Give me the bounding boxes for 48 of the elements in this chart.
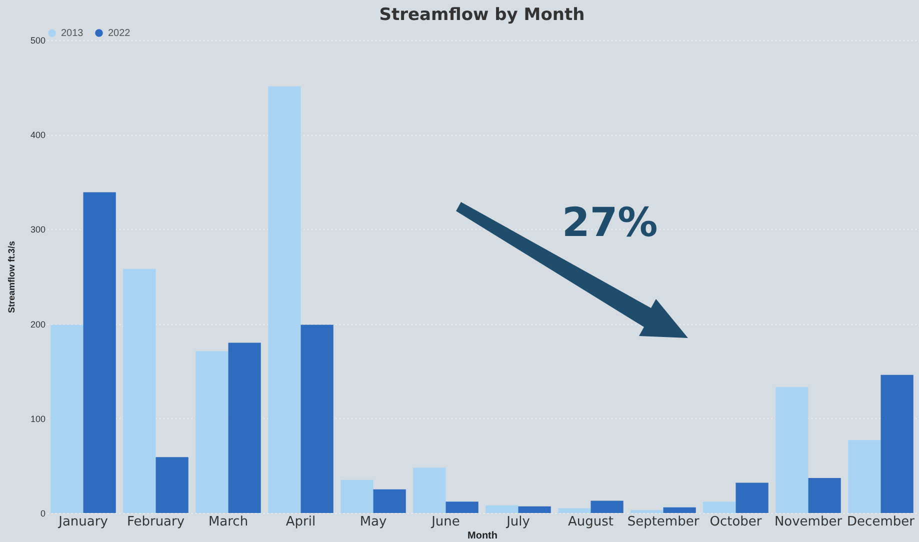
bar <box>446 502 478 513</box>
x-tick-label: May <box>360 514 387 530</box>
bar <box>736 482 768 513</box>
bar <box>340 480 374 513</box>
bar <box>663 507 696 513</box>
bar <box>300 324 334 513</box>
y-tick-label: 100 <box>30 414 46 424</box>
bar <box>486 505 518 513</box>
bar <box>558 508 591 513</box>
bar <box>268 86 301 513</box>
bar <box>776 387 808 513</box>
x-tick-label: April <box>286 514 316 530</box>
bar <box>123 268 156 513</box>
bar <box>196 351 228 513</box>
x-tick-label: March <box>208 514 248 530</box>
y-tick-label: 0 <box>40 508 46 518</box>
bar <box>848 440 881 513</box>
x-tick-label: November <box>774 514 843 530</box>
x-tick-label: January <box>58 514 108 530</box>
bar <box>880 374 914 513</box>
legend-label: 2022 <box>108 28 131 39</box>
x-tick-label: August <box>568 514 614 530</box>
x-tick-label: December <box>847 514 916 530</box>
x-tick-label: October <box>710 514 762 530</box>
bar <box>590 500 624 513</box>
x-axis-title: Month <box>468 530 498 542</box>
bar <box>630 510 664 513</box>
bar <box>518 506 551 513</box>
annotation: 27% <box>562 200 658 246</box>
x-tick-label: June <box>430 514 460 530</box>
bar <box>413 468 446 513</box>
chart-title: Streamflow by Month <box>379 5 585 25</box>
y-tick-label: 500 <box>30 36 46 46</box>
bar <box>156 457 188 513</box>
y-axis-title: Streamflow ft.3/s <box>6 240 16 314</box>
bar <box>703 502 736 513</box>
y-tick-label: 200 <box>30 319 46 330</box>
y-tick-label: 400 <box>30 130 46 140</box>
bar <box>83 192 116 513</box>
x-tick-label: February <box>126 514 185 530</box>
bar <box>228 342 261 513</box>
y-tick-label: 300 <box>30 224 46 235</box>
x-tick-label: September <box>627 514 700 530</box>
bar <box>50 324 84 513</box>
bar <box>373 489 406 513</box>
x-tick-label: July <box>506 514 530 530</box>
bar <box>808 478 841 513</box>
legend-label: 2013 <box>61 28 84 39</box>
